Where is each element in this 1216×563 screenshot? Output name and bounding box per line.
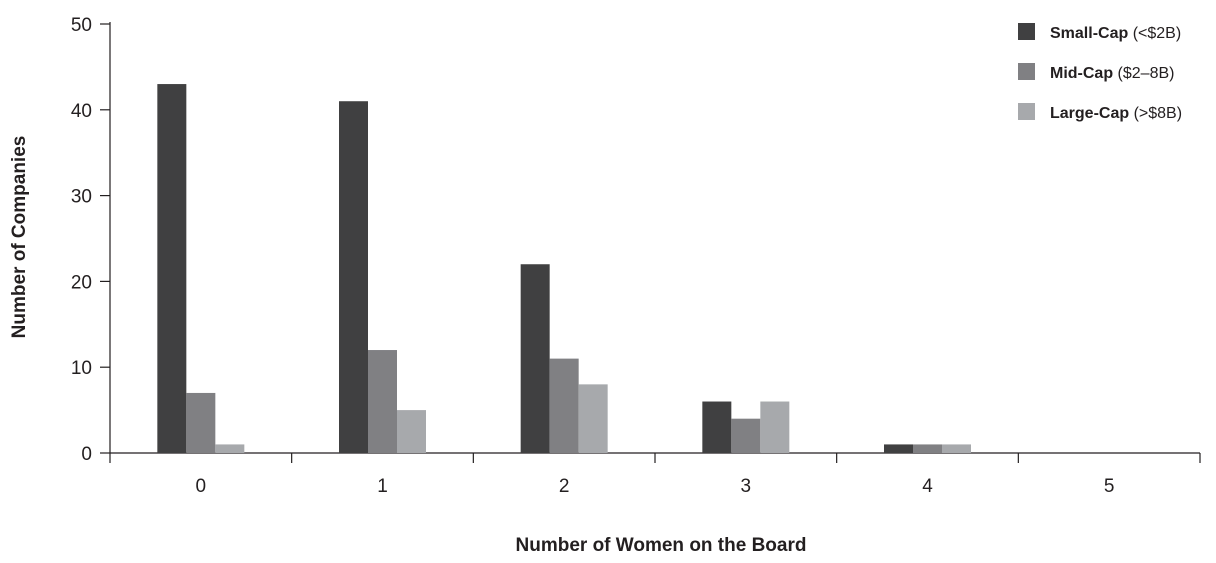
legend: Small-Cap (<$2B) Mid-Cap ($2–8B) Large-Cap… [1018,23,1182,122]
bar-small-cap-4 [884,444,913,453]
bar-mid-cap-0 [186,392,216,453]
x-axis-title: Number of Women on the Board [516,535,807,556]
x-tick-label: 2 [559,476,570,497]
bar-large-cap-2 [578,384,608,453]
bar-mid-cap-3 [731,418,761,453]
bar-mid-cap-4 [913,444,942,453]
bar-large-cap-1 [397,410,426,453]
legend-series-suffix: (<$2B) [1128,25,1181,42]
bar-small-cap-0 [157,84,187,453]
x-tick-label: 3 [741,476,752,497]
legend-label-large-cap: Large-Cap (>$8B) [1050,105,1182,122]
legend-label-small-cap: Small-Cap (<$2B) [1050,25,1181,42]
y-tick-label: 30 [71,187,92,208]
bar-large-cap-0 [215,444,245,453]
legend-swatch-small-cap [1018,23,1035,40]
bar-small-cap-1 [339,101,368,453]
y-tick-label: 0 [81,444,92,465]
legend-series-name: Mid-Cap [1050,65,1113,82]
y-tick-label: 10 [71,358,92,379]
plot-area: 0 10 20 30 40 50 0 1 2 3 4 5 [71,15,1201,497]
bar-mid-cap-2 [549,358,579,453]
bar-small-cap-3 [702,401,732,453]
bar-mid-cap-1 [368,350,397,453]
y-tick-label: 50 [71,15,92,36]
legend-series-suffix: ($2–8B) [1113,65,1174,82]
legend-series-name: Large-Cap [1050,105,1129,122]
bar-large-cap-3 [760,401,790,453]
x-tick-label: 0 [196,476,207,497]
y-tick-label: 20 [71,272,92,293]
y-axis-title: Number of Companies [9,136,30,339]
legend-series-name: Small-Cap [1050,25,1128,42]
x-tick-label: 4 [922,476,933,497]
legend-label-mid-cap: Mid-Cap ($2–8B) [1050,65,1174,82]
bar-small-cap-2 [520,264,550,453]
bar-large-cap-4 [942,444,971,453]
x-tick-label: 1 [377,476,388,497]
legend-swatch-large-cap [1018,103,1035,120]
x-tick-label: 5 [1104,476,1115,497]
legend-swatch-mid-cap [1018,63,1035,80]
legend-series-suffix: (>$8B) [1129,105,1182,122]
y-tick-label: 40 [71,101,92,122]
